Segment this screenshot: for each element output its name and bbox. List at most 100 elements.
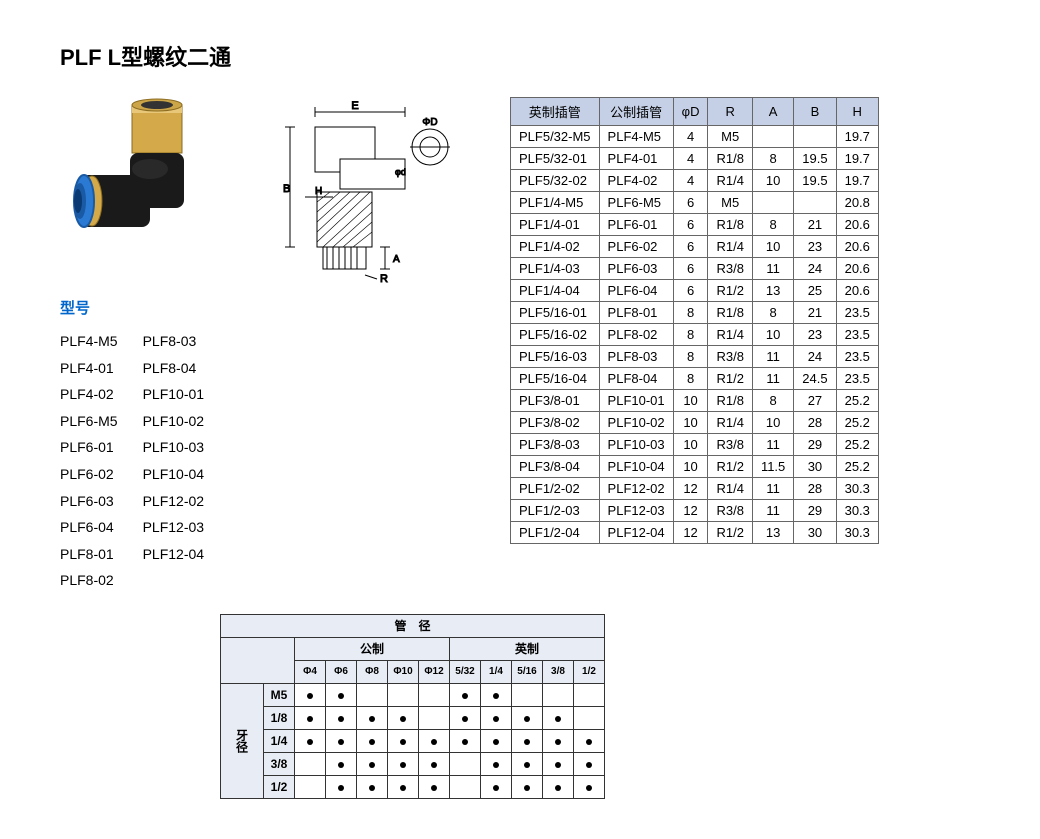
spec-cell: 25.2 bbox=[836, 390, 878, 412]
compat-cell bbox=[326, 729, 357, 752]
spec-cell: 19.5 bbox=[794, 170, 836, 192]
spec-cell: PLF6-02 bbox=[599, 236, 673, 258]
svg-text:E: E bbox=[351, 100, 358, 112]
spec-cell: 20.8 bbox=[836, 192, 878, 214]
spec-cell: 23 bbox=[794, 324, 836, 346]
spec-cell: 25.2 bbox=[836, 456, 878, 478]
svg-text:ΦD: ΦD bbox=[422, 117, 437, 128]
spec-cell: PLF10-01 bbox=[599, 390, 673, 412]
spec-cell: 20.6 bbox=[836, 236, 878, 258]
spec-cell: 30.3 bbox=[836, 500, 878, 522]
compat-col: Φ12 bbox=[419, 660, 450, 683]
spec-cell bbox=[794, 192, 836, 214]
spec-cell: PLF4-M5 bbox=[599, 126, 673, 148]
model-item: PLF4-01 bbox=[60, 355, 118, 382]
spec-cell: 10 bbox=[673, 456, 708, 478]
spec-cell: PLF5/16-03 bbox=[511, 346, 600, 368]
spec-header: 公制插管 bbox=[599, 98, 673, 126]
spec-cell: 21 bbox=[794, 214, 836, 236]
spec-cell: R1/8 bbox=[708, 302, 752, 324]
spec-cell: R1/8 bbox=[708, 214, 752, 236]
spec-cell: 28 bbox=[794, 478, 836, 500]
spec-cell: 19.7 bbox=[836, 170, 878, 192]
spec-cell: PLF3/8-03 bbox=[511, 434, 600, 456]
spec-header: 英制插管 bbox=[511, 98, 600, 126]
compat-col: Φ8 bbox=[357, 660, 388, 683]
spec-cell: 8 bbox=[752, 214, 793, 236]
spec-cell: 23.5 bbox=[836, 302, 878, 324]
spec-cell: PLF8-01 bbox=[599, 302, 673, 324]
compat-side-label: 牙径 bbox=[221, 683, 264, 798]
spec-cell: 30.3 bbox=[836, 478, 878, 500]
compat-row-label: 3/8 bbox=[264, 752, 295, 775]
spec-cell: 25.2 bbox=[836, 412, 878, 434]
spec-cell: 10 bbox=[752, 236, 793, 258]
model-item: PLF10-04 bbox=[143, 461, 204, 488]
compat-cell bbox=[481, 683, 512, 706]
compat-cell bbox=[357, 683, 388, 706]
spec-cell: PLF8-04 bbox=[599, 368, 673, 390]
compat-cell bbox=[388, 752, 419, 775]
model-item: PLF6-02 bbox=[60, 461, 118, 488]
spec-row: PLF1/4-02PLF6-026R1/4102320.6 bbox=[511, 236, 879, 258]
compat-cell bbox=[481, 729, 512, 752]
spec-cell: 13 bbox=[752, 522, 793, 544]
spec-row: PLF1/4-03PLF6-036R3/8112420.6 bbox=[511, 258, 879, 280]
compat-cell bbox=[326, 775, 357, 798]
spec-row: PLF1/4-04PLF6-046R1/2132520.6 bbox=[511, 280, 879, 302]
spec-cell: 4 bbox=[673, 170, 708, 192]
spec-cell: PLF8-03 bbox=[599, 346, 673, 368]
model-item: PLF6-01 bbox=[60, 434, 118, 461]
spec-cell: 13 bbox=[752, 280, 793, 302]
page-title: PLF L型螺纹二通 bbox=[60, 40, 980, 72]
spec-cell: PLF12-02 bbox=[599, 478, 673, 500]
spec-cell: PLF8-02 bbox=[599, 324, 673, 346]
spec-cell: 4 bbox=[673, 126, 708, 148]
compat-row-label: M5 bbox=[264, 683, 295, 706]
compat-cell bbox=[295, 706, 326, 729]
spec-row: PLF3/8-03PLF10-0310R3/8112925.2 bbox=[511, 434, 879, 456]
compat-col: Φ10 bbox=[388, 660, 419, 683]
compat-cell bbox=[388, 729, 419, 752]
compat-col: 1/4 bbox=[481, 660, 512, 683]
spec-cell: PLF5/16-02 bbox=[511, 324, 600, 346]
model-item: PLF10-02 bbox=[143, 408, 204, 435]
compat-row-label: 1/8 bbox=[264, 706, 295, 729]
spec-cell: R3/8 bbox=[708, 434, 752, 456]
compat-cell bbox=[295, 683, 326, 706]
svg-text:R: R bbox=[380, 273, 388, 285]
spec-cell: 24 bbox=[794, 258, 836, 280]
spec-cell: 8 bbox=[752, 302, 793, 324]
spec-cell: PLF6-03 bbox=[599, 258, 673, 280]
model-item: PLF6-03 bbox=[60, 488, 118, 515]
spec-cell: 29 bbox=[794, 500, 836, 522]
spec-cell: 6 bbox=[673, 236, 708, 258]
spec-cell: 11 bbox=[752, 346, 793, 368]
spec-cell: PLF6-04 bbox=[599, 280, 673, 302]
spec-cell: PLF10-02 bbox=[599, 412, 673, 434]
spec-cell: 23 bbox=[794, 236, 836, 258]
spec-cell: 30 bbox=[794, 522, 836, 544]
spec-cell: PLF1/4-04 bbox=[511, 280, 600, 302]
spec-cell: 19.7 bbox=[836, 148, 878, 170]
compat-cell bbox=[295, 752, 326, 775]
compat-cell bbox=[388, 706, 419, 729]
compat-row-label: 1/4 bbox=[264, 729, 295, 752]
spec-cell: 6 bbox=[673, 280, 708, 302]
model-item: PLF12-04 bbox=[143, 541, 204, 568]
spec-cell: PLF1/4-02 bbox=[511, 236, 600, 258]
compat-cell bbox=[357, 775, 388, 798]
svg-text:φd: φd bbox=[395, 167, 406, 177]
spec-row: PLF1/2-03PLF12-0312R3/8112930.3 bbox=[511, 500, 879, 522]
spec-cell: 10 bbox=[752, 412, 793, 434]
spec-row: PLF3/8-02PLF10-0210R1/4102825.2 bbox=[511, 412, 879, 434]
compat-cell bbox=[419, 775, 450, 798]
spec-cell: 20.6 bbox=[836, 258, 878, 280]
spec-cell: PLF10-03 bbox=[599, 434, 673, 456]
compat-cell bbox=[419, 729, 450, 752]
spec-cell: 19.7 bbox=[836, 126, 878, 148]
compat-cell bbox=[419, 683, 450, 706]
spec-cell: PLF5/32-M5 bbox=[511, 126, 600, 148]
compat-cell bbox=[450, 706, 481, 729]
technical-diagram: E ΦD φd bbox=[245, 97, 465, 287]
